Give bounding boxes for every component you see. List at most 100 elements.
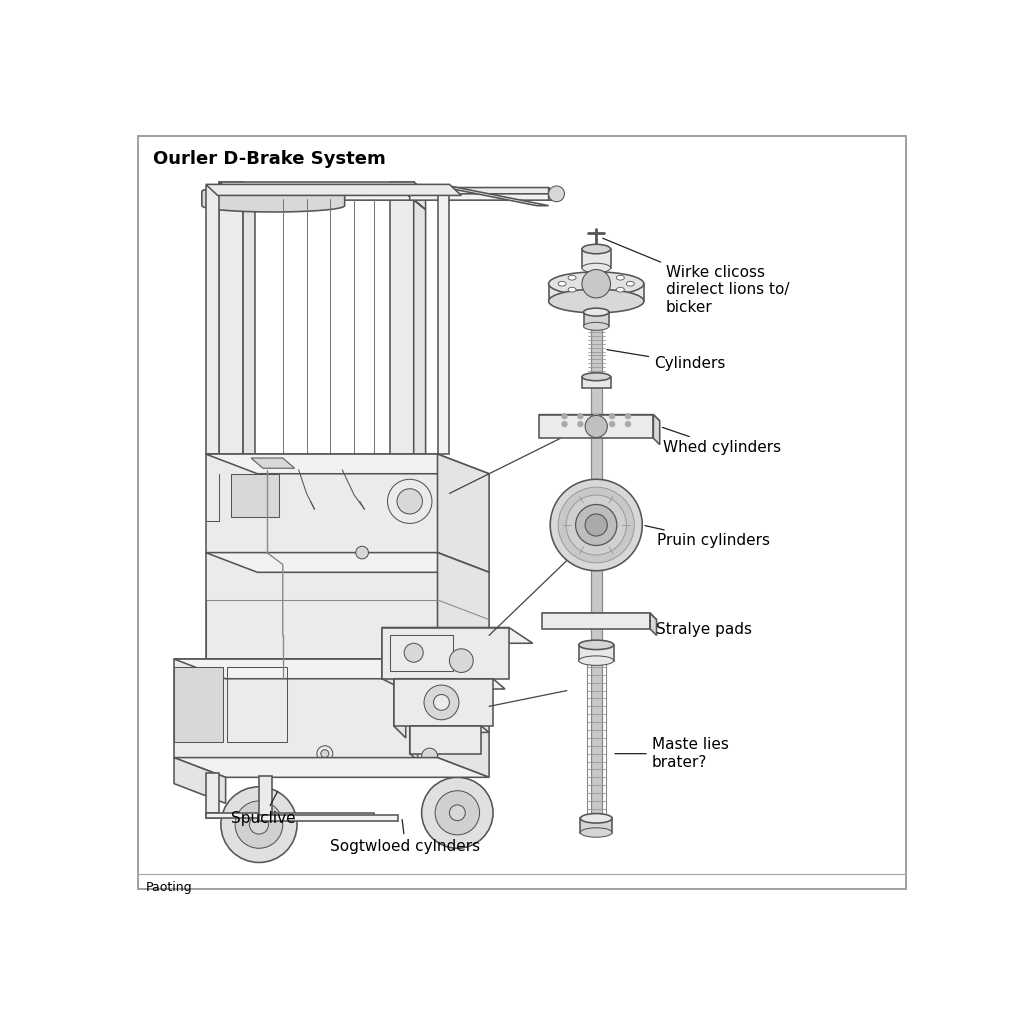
Polygon shape (437, 454, 489, 572)
Ellipse shape (616, 288, 625, 292)
Polygon shape (410, 726, 481, 754)
Polygon shape (206, 454, 489, 474)
Polygon shape (174, 758, 489, 777)
Polygon shape (539, 415, 653, 438)
Circle shape (221, 786, 297, 862)
Ellipse shape (584, 308, 609, 316)
Polygon shape (401, 189, 426, 210)
Polygon shape (219, 182, 426, 193)
Polygon shape (219, 189, 414, 200)
Text: Paoting: Paoting (145, 882, 193, 894)
Ellipse shape (627, 282, 634, 286)
Text: Maste lies
brater?: Maste lies brater? (614, 737, 729, 770)
Polygon shape (174, 758, 225, 804)
Ellipse shape (581, 827, 612, 838)
Circle shape (585, 416, 607, 437)
Text: Ourler D-Brake System: Ourler D-Brake System (154, 151, 386, 169)
Text: Spuclive: Spuclive (231, 792, 296, 825)
Circle shape (321, 750, 329, 758)
Circle shape (578, 421, 584, 427)
Circle shape (558, 487, 634, 563)
Polygon shape (653, 415, 659, 444)
FancyBboxPatch shape (137, 136, 905, 889)
Ellipse shape (616, 275, 625, 281)
Circle shape (236, 801, 283, 848)
Polygon shape (219, 182, 243, 545)
Ellipse shape (582, 245, 610, 254)
Polygon shape (382, 628, 509, 679)
Polygon shape (549, 284, 644, 301)
Polygon shape (259, 815, 272, 820)
Text: Wirke clicoss
direlect lions to/
bicker: Wirke clicoss direlect lions to/ bicker (603, 239, 790, 314)
Polygon shape (543, 613, 656, 620)
Polygon shape (382, 628, 532, 643)
Polygon shape (206, 184, 461, 196)
Polygon shape (259, 776, 272, 815)
Circle shape (609, 421, 615, 427)
Circle shape (561, 413, 567, 420)
Polygon shape (206, 186, 219, 454)
Ellipse shape (568, 275, 577, 281)
Text: Pruin cylinders: Pruin cylinders (645, 525, 770, 548)
Polygon shape (410, 194, 555, 200)
Polygon shape (243, 182, 255, 555)
Circle shape (549, 186, 564, 202)
Ellipse shape (592, 272, 600, 278)
Polygon shape (251, 458, 295, 468)
Circle shape (593, 421, 599, 427)
Polygon shape (394, 679, 505, 689)
Bar (390, 635, 454, 671)
Polygon shape (582, 377, 610, 388)
Polygon shape (410, 726, 489, 732)
Circle shape (422, 749, 437, 764)
Ellipse shape (558, 282, 566, 286)
Polygon shape (259, 815, 397, 820)
Circle shape (424, 685, 459, 720)
Bar (591, 249, 602, 833)
Polygon shape (174, 659, 437, 758)
Polygon shape (394, 679, 406, 738)
Polygon shape (650, 613, 656, 635)
Ellipse shape (584, 323, 609, 331)
Circle shape (387, 479, 432, 523)
Circle shape (625, 413, 631, 420)
Polygon shape (410, 726, 418, 760)
Polygon shape (206, 813, 374, 818)
Circle shape (575, 505, 616, 546)
Circle shape (397, 488, 423, 514)
Ellipse shape (579, 640, 613, 649)
Polygon shape (206, 553, 437, 659)
Polygon shape (174, 667, 223, 741)
Circle shape (433, 694, 450, 711)
Circle shape (609, 413, 615, 420)
Polygon shape (549, 187, 555, 200)
Text: Whed cylinders: Whed cylinders (663, 427, 781, 456)
Circle shape (355, 546, 369, 559)
Polygon shape (219, 182, 231, 200)
Ellipse shape (592, 290, 600, 295)
Text: Stralye pads: Stralye pads (650, 622, 752, 637)
Polygon shape (437, 553, 489, 679)
Polygon shape (206, 813, 219, 818)
Circle shape (422, 777, 494, 848)
Ellipse shape (568, 288, 577, 292)
Ellipse shape (582, 373, 610, 381)
Polygon shape (410, 187, 555, 194)
Polygon shape (174, 659, 489, 679)
Ellipse shape (549, 289, 644, 313)
Polygon shape (581, 818, 612, 833)
Polygon shape (543, 613, 650, 629)
Circle shape (435, 791, 479, 835)
Circle shape (404, 643, 423, 663)
Circle shape (566, 495, 627, 555)
Ellipse shape (549, 272, 644, 296)
Circle shape (578, 413, 584, 420)
Circle shape (450, 649, 473, 673)
Polygon shape (584, 312, 609, 327)
Polygon shape (394, 679, 494, 726)
Ellipse shape (581, 814, 612, 823)
Polygon shape (579, 645, 613, 660)
Circle shape (625, 421, 631, 427)
Bar (231, 474, 279, 517)
Polygon shape (539, 415, 659, 421)
